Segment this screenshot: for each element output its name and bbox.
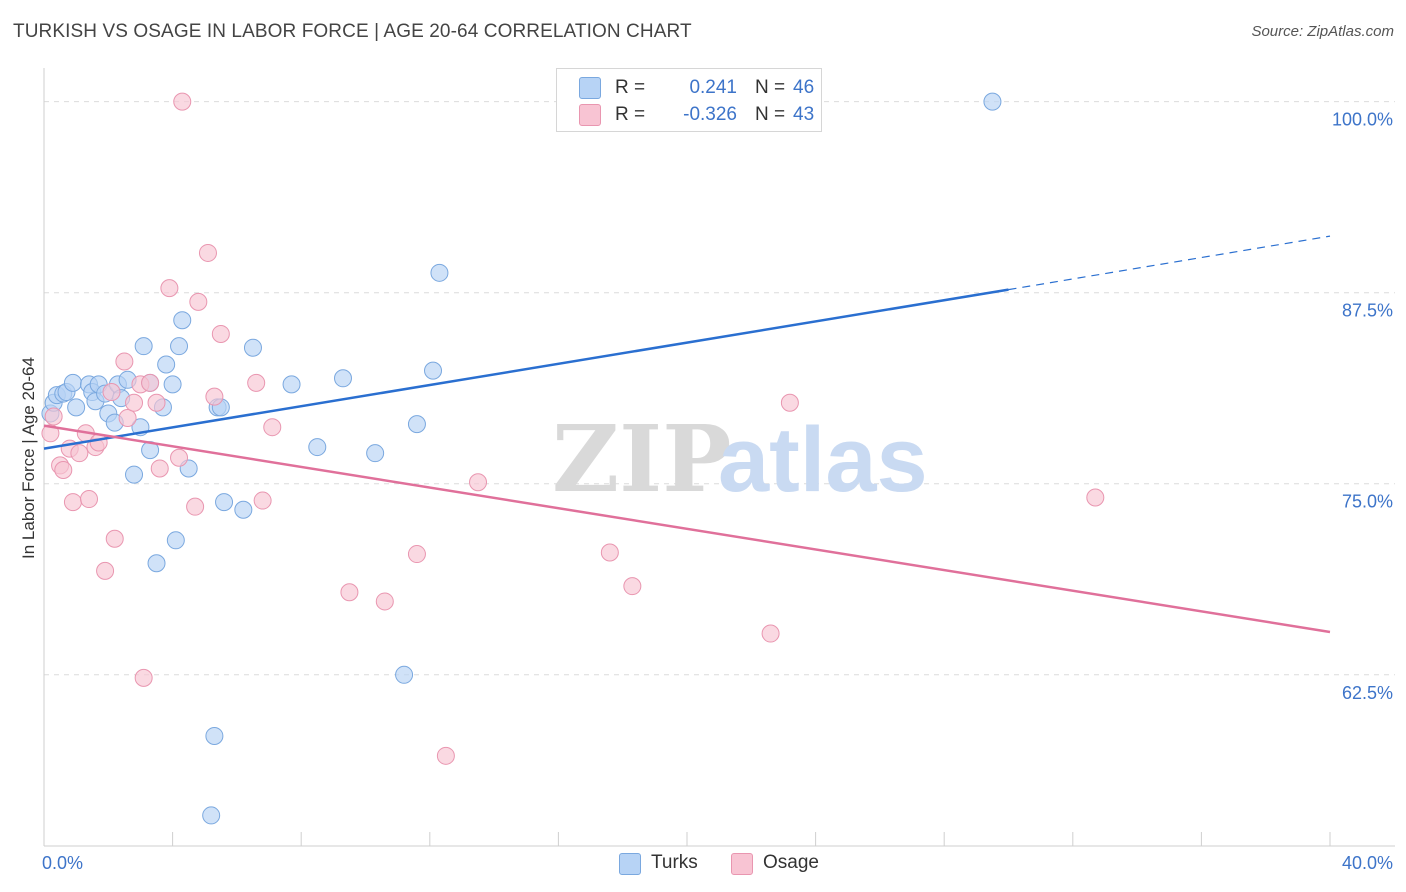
turks-point [308,438,327,457]
watermark: ZIP atlas [552,405,928,513]
y-axis-label: In Labor Force | Age 20-64 [19,357,38,559]
osage-point [340,583,359,602]
legend-r-value: 0.241 [689,77,737,98]
osage-trendline [43,424,1331,634]
osage-point [80,490,99,509]
x-tick-label: 0.0% [42,853,83,873]
legend-r-value: -0.326 [683,104,737,125]
legend-n-value: 43 [793,104,815,125]
osage-point [96,561,115,580]
turks-point [163,375,182,394]
axis-layer: 62.5% 75.0% 87.5% 100.0% 0.0% 40.0% [42,68,1395,873]
turks-point [424,361,443,380]
y-tick-label: 100.0% [1332,110,1393,130]
x-tick-label: 40.0% [1342,853,1393,873]
osage-legend-swatch [731,853,753,875]
osage-point [170,448,189,467]
legend-n-label: N = [755,77,786,98]
turks-point [366,444,385,463]
turks-point [333,369,352,388]
turks-legend-swatch [619,853,641,875]
chart-title: TURKISH VS OSAGE IN LABOR FORCE | AGE 20… [13,21,692,42]
turks-point [282,375,301,394]
watermark-atlas: atlas [718,409,928,511]
osage-point [761,624,780,643]
turks-point [170,337,189,356]
turks-point [134,337,153,356]
osage-point [407,545,426,564]
osage-point [186,497,205,516]
osage-point [375,592,394,611]
osage-point [247,373,266,392]
osage-point [160,279,179,298]
osage-point [253,491,272,510]
legend-n-label: N = [755,104,786,125]
turks-point [166,531,185,550]
trend-layer [43,235,1331,634]
turks-point [243,338,262,357]
osage-point [780,393,799,412]
turks-point [125,465,144,484]
osage-point [125,393,144,412]
correlation-legend: R = 0.241 N = 46 R = -0.326 N = 43 [556,68,822,132]
osage-point [623,577,642,596]
osage-point [469,473,488,492]
points-layer [41,92,1105,825]
osage-point [63,493,82,512]
turks-point [205,726,224,745]
turks-point [430,263,449,282]
turks-point [63,373,82,392]
y-tick-label: 62.5% [1342,683,1393,703]
turks-point [147,554,166,573]
turks-point [983,92,1002,111]
y-tick-label: 87.5% [1342,301,1393,321]
osage-point [134,668,153,687]
turks-legend-label: Turks [651,852,698,873]
osage-point [436,746,455,765]
osage-point [118,409,137,428]
osage-point [54,460,73,479]
turks-trendline-extension [1008,235,1331,291]
osage-point [147,393,166,412]
osage-point [173,92,192,111]
osage-point [263,418,282,437]
grid-layer [44,101,1395,676]
osage-point [44,407,63,426]
osage-point [141,373,160,392]
osage-point [189,292,208,311]
osage-point [115,352,134,371]
legend-r-label: R = [615,77,646,98]
osage-swatch [579,104,601,126]
turks-trendline [43,288,1009,450]
osage-point [198,243,217,262]
osage-point [1086,488,1105,507]
y-tick-label: 75.0% [1342,492,1393,512]
turks-swatch [579,77,601,99]
osage-point [205,387,224,406]
osage-point [105,529,124,548]
turks-point [67,398,86,417]
turks-point [395,665,414,684]
osage-legend-label: Osage [763,852,819,873]
watermark-zip: ZIP [552,405,731,513]
series-legend: Turks Osage [0,852,1406,878]
turks-point [407,415,426,434]
osage-point [150,459,169,478]
osage-point [102,383,121,402]
turks-point [234,500,253,519]
legend-n-value: 46 [793,77,815,98]
osage-point [70,444,89,463]
osage-point [600,543,619,562]
turks-point [157,355,176,374]
source-label: Source: ZipAtlas.com [1251,23,1394,40]
turks-point [202,806,221,825]
turks-point [173,311,192,330]
turks-point [215,493,234,512]
osage-point [211,324,230,343]
legend-r-label: R = [615,104,646,125]
